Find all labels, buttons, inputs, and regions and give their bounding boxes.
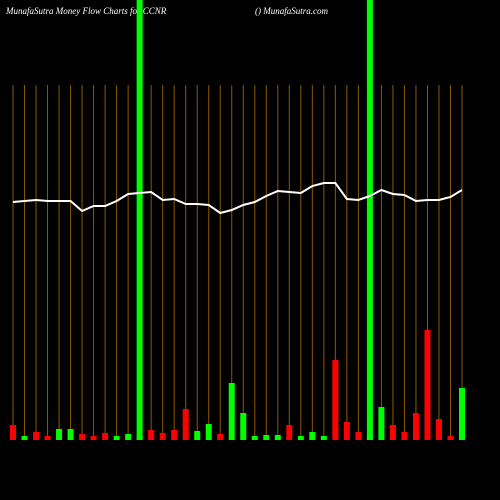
bar: [320, 436, 327, 440]
bar: [401, 432, 408, 440]
bar: [297, 436, 304, 440]
bar: [194, 431, 201, 440]
bar: [205, 424, 212, 440]
bar: [332, 360, 339, 440]
money-flow-line: [12, 182, 463, 215]
bar: [182, 409, 189, 440]
bar: [263, 435, 270, 440]
bar: [56, 429, 63, 440]
bar: [459, 388, 465, 440]
bar: [309, 432, 316, 440]
bar: [79, 434, 86, 440]
bar: [447, 436, 454, 440]
bar: [343, 422, 350, 440]
highlight-column: [136, 0, 143, 440]
bar: [171, 430, 178, 440]
bar: [378, 407, 385, 440]
bar: [113, 436, 120, 440]
highlight-column: [366, 0, 373, 440]
bar: [228, 383, 235, 440]
bar: [125, 434, 132, 440]
bar: [240, 413, 247, 440]
bar: [389, 425, 396, 440]
bar: [136, 436, 143, 440]
bar: [424, 330, 431, 440]
chart-title: MunafaSutra Money Flow Charts for CCNR: [5, 6, 167, 16]
bar: [67, 429, 74, 440]
bar: [44, 436, 51, 440]
bar: [159, 433, 166, 440]
bar: [90, 436, 97, 440]
bar: [10, 425, 16, 440]
bar: [355, 432, 362, 440]
bar: [148, 430, 155, 440]
chart-subtitle: () MunafaSutra.com: [255, 6, 328, 16]
bar: [251, 436, 258, 440]
bar: [33, 432, 40, 440]
bar: [21, 436, 28, 440]
bar: [217, 434, 224, 440]
bar: [412, 413, 419, 440]
bar: [435, 419, 442, 440]
bar: [102, 433, 109, 440]
bar: [274, 435, 281, 440]
bar: [366, 436, 373, 440]
bar: [286, 425, 293, 440]
